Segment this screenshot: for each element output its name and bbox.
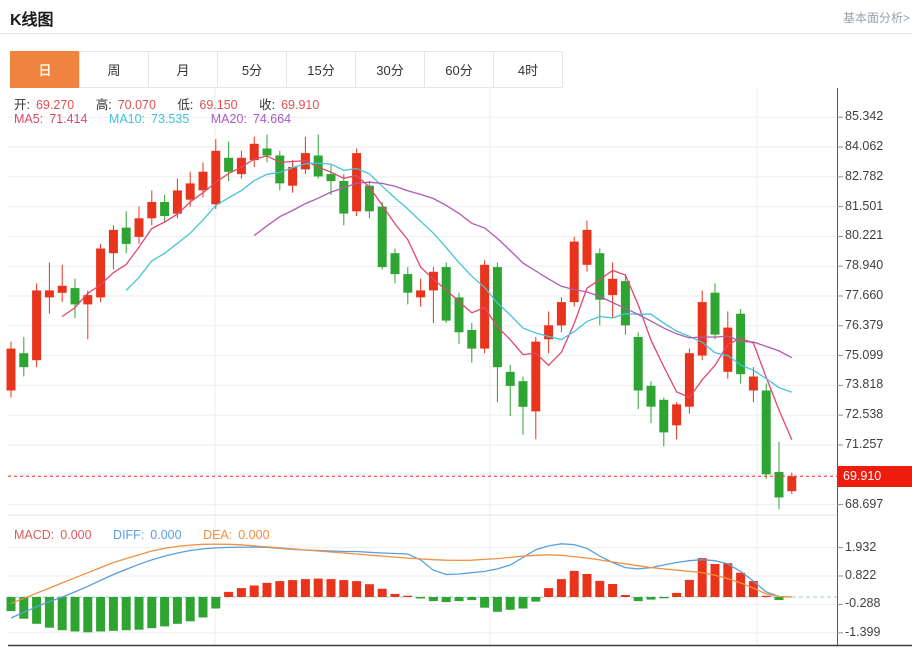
diff-label: DIFF: bbox=[113, 528, 145, 542]
close-value: 69.910 bbox=[281, 98, 320, 112]
header-divider bbox=[0, 33, 912, 34]
price-axis-label: 80.221 bbox=[845, 228, 884, 243]
macd-legend: MACD: 0.000 DIFF: 0.000 DEA: 0.000 bbox=[14, 528, 276, 542]
price-axis-label: 78.940 bbox=[845, 258, 884, 273]
ma10-value: 73.535 bbox=[151, 112, 190, 126]
period-tabbar: 日周月 5分 15分 30分 60分 4时 bbox=[10, 51, 563, 88]
macd-axis-label: 1.932 bbox=[845, 539, 877, 554]
ma20-label: MA20: bbox=[210, 112, 247, 126]
open-label: 开: bbox=[14, 98, 30, 112]
dea-line bbox=[10, 543, 792, 605]
tab-15min[interactable]: 15分 bbox=[286, 51, 356, 88]
ma5-line bbox=[61, 155, 793, 441]
fundamental-analysis-link[interactable]: 基本面分析> bbox=[842, 11, 910, 25]
dea-value: 0.000 bbox=[238, 528, 270, 542]
price-axis-label: 81.501 bbox=[845, 198, 884, 213]
tab-week[interactable]: 周 bbox=[79, 51, 149, 88]
tab-60min[interactable]: 60分 bbox=[424, 51, 494, 88]
low-value: 69.150 bbox=[199, 98, 238, 112]
tab-5min[interactable]: 5分 bbox=[217, 51, 287, 88]
diff-value: 0.000 bbox=[150, 528, 182, 542]
tab-day[interactable]: 日 bbox=[10, 51, 80, 88]
ma20-line bbox=[253, 181, 793, 359]
open-value: 69.270 bbox=[35, 98, 75, 112]
ma10-line bbox=[125, 162, 793, 393]
macd-axis-label: 0.822 bbox=[845, 567, 877, 582]
price-axis-label: 71.257 bbox=[845, 437, 884, 451]
ohlc-legend: 开: 69.270 高: 70.070 低: 69.150 收: 69.910 bbox=[14, 94, 325, 113]
candles bbox=[6, 134, 797, 510]
price-axis-label: 75.099 bbox=[845, 347, 884, 362]
ma5-value: 71.414 bbox=[49, 112, 88, 126]
high-label: 高: bbox=[95, 98, 112, 112]
macd-bars bbox=[6, 558, 784, 633]
price-axis-label: 73.818 bbox=[845, 377, 884, 392]
diff-line bbox=[10, 543, 792, 619]
price-axis-label: 77.660 bbox=[845, 288, 884, 302]
ma20-value: 74.664 bbox=[252, 112, 292, 126]
close-label: 收: bbox=[259, 98, 276, 112]
page-title: K线图 bbox=[10, 12, 54, 29]
macd-axis-label: -0.288 bbox=[845, 596, 881, 611]
high-value: 70.070 bbox=[117, 98, 156, 112]
tab-30min[interactable]: 30分 bbox=[355, 51, 425, 88]
price-axis-label: 76.379 bbox=[845, 317, 884, 332]
price-axis-label: 68.697 bbox=[845, 496, 884, 511]
ma10-label: MA10: bbox=[108, 112, 146, 126]
dea-label: DEA: bbox=[203, 528, 233, 542]
price-axis-label: 82.782 bbox=[845, 168, 884, 183]
price-axis-label: 72.538 bbox=[845, 407, 884, 422]
tab-4hour[interactable]: 4时 bbox=[493, 51, 563, 88]
ma5-label: MA5: bbox=[14, 112, 44, 126]
price-axis-label: 84.062 bbox=[845, 139, 884, 154]
macd-axis-label: -1.399 bbox=[845, 624, 881, 639]
current-price-badge: 69.910 bbox=[838, 466, 912, 487]
price-axis-label: 85.342 bbox=[845, 109, 884, 124]
tab-month[interactable]: 月 bbox=[148, 51, 218, 88]
macd-value: 0.000 bbox=[60, 528, 92, 542]
low-label: 低: bbox=[177, 98, 194, 112]
macd-label: MACD: bbox=[14, 528, 55, 542]
ma-legend: MA5: 71.414 MA10: 73.535 MA20: 74.664 bbox=[14, 112, 297, 126]
